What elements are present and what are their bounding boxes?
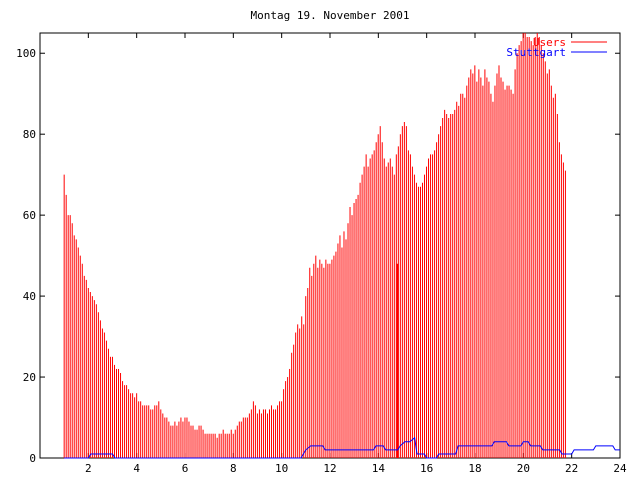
y-tick-label: 0: [29, 452, 36, 465]
stuttgart-series-line: [64, 436, 620, 459]
x-tick-label: 4: [133, 462, 140, 475]
x-tick-label: 24: [613, 462, 627, 475]
x-tick-label: 20: [517, 462, 530, 475]
chart-title: Montag 19. November 2001: [251, 9, 410, 22]
x-tick-label: 8: [230, 462, 237, 475]
y-tick-label: 60: [23, 209, 36, 222]
x-tick-label: 14: [372, 462, 386, 475]
x-tick-label: 12: [323, 462, 336, 475]
x-tick-label: 18: [468, 462, 481, 475]
legend: Users Stuttgart: [506, 36, 607, 59]
legend-label-stuttgart: Stuttgart: [506, 46, 566, 59]
x-tick-label: 22: [565, 462, 578, 475]
x-tick-label: 10: [275, 462, 288, 475]
y-tick-label: 20: [23, 371, 36, 384]
y-tick-label: 40: [23, 290, 36, 303]
users-series: [63, 33, 566, 458]
x-tick-label: 2: [85, 462, 92, 475]
x-tick-label: 6: [182, 462, 189, 475]
legend-label-users: Users: [533, 36, 566, 49]
y-tick-label: 100: [16, 47, 36, 60]
y-axis: 0 20 40 60 80 100: [16, 47, 620, 465]
y-tick-label: 80: [23, 128, 36, 141]
x-tick-label: 16: [420, 462, 433, 475]
